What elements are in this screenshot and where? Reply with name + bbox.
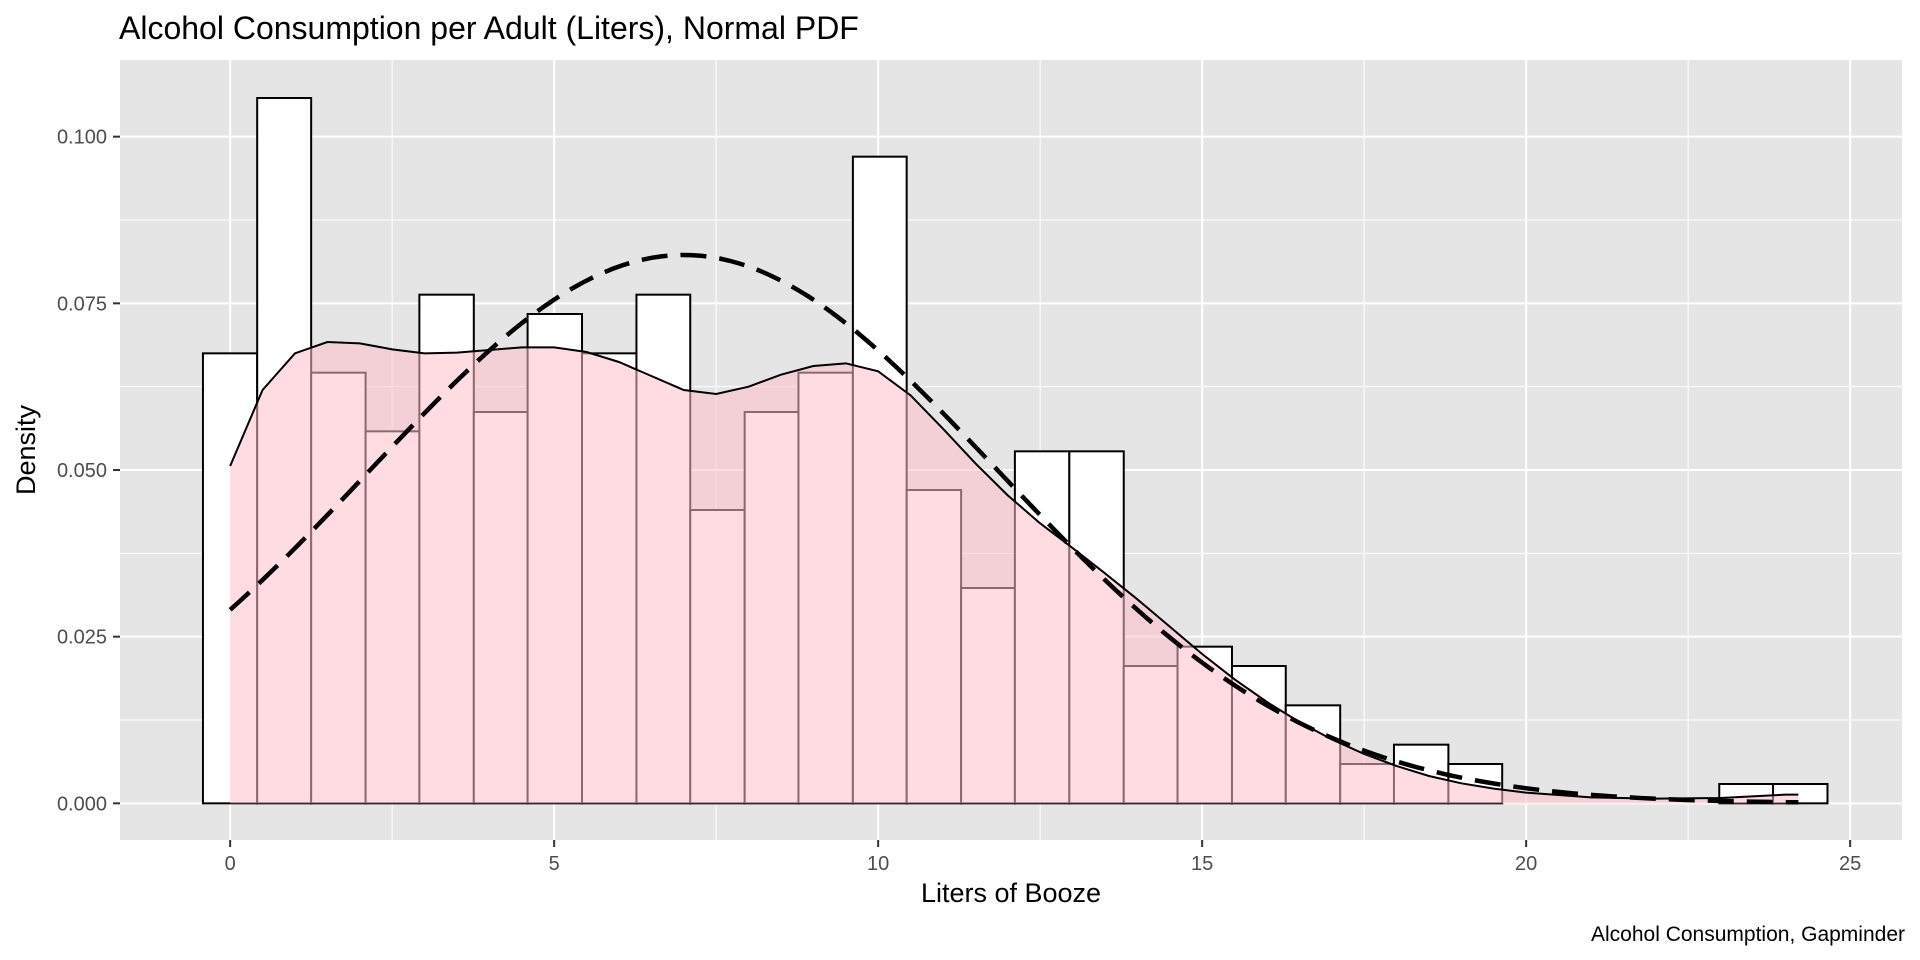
x-axis: 0 5 10 15 20 25 (225, 840, 1861, 875)
y-tick-label: 0.025 (57, 627, 107, 649)
density-area (230, 342, 1799, 804)
x-axis-label: Liters of Booze (921, 878, 1101, 908)
x-tick-label: 25 (1839, 853, 1861, 875)
x-tick-label: 20 (1515, 853, 1537, 875)
x-tick-label: 0 (225, 853, 236, 875)
x-tick-label: 15 (1191, 853, 1213, 875)
y-tick-label: 0.100 (57, 127, 107, 149)
normal-pdf-curve (228, 252, 1799, 805)
y-tick-label: 0.075 (57, 293, 107, 315)
x-tick-label: 5 (549, 853, 560, 875)
chart-title: Alcohol Consumption per Adult (Liters), … (119, 10, 859, 46)
y-axis: 0.000 0.025 0.050 0.075 0.100 (57, 127, 120, 815)
chart-caption: Alcohol Consumption, Gapminder (1591, 923, 1905, 946)
y-tick-label: 0.050 (57, 460, 107, 482)
x-tick-label: 10 (867, 853, 889, 875)
density-curve (229, 340, 1799, 800)
y-axis-label: Density (11, 404, 41, 495)
y-tick-label: 0.000 (57, 793, 107, 815)
